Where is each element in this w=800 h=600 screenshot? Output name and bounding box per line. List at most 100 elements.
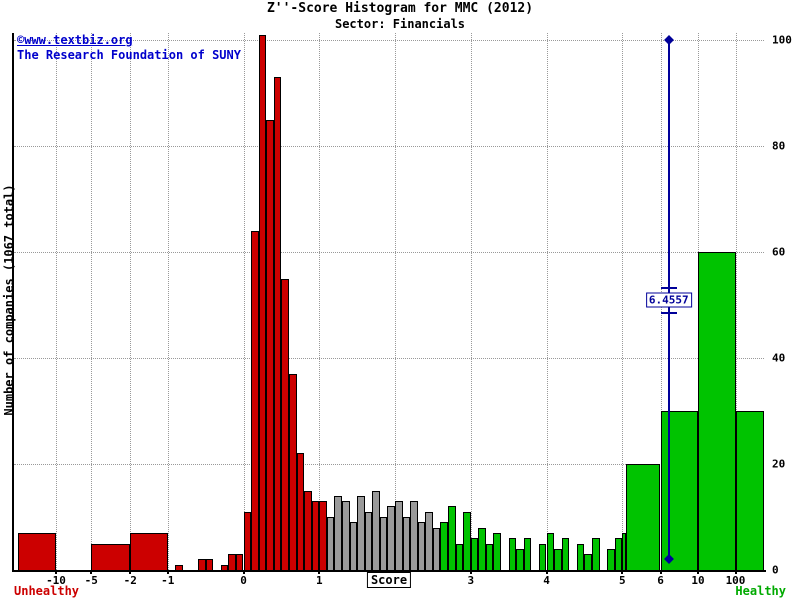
y-axis-tick-label: 80 xyxy=(772,139,786,153)
histogram-bar xyxy=(735,411,764,570)
histogram-bar xyxy=(614,538,623,570)
h-gridline xyxy=(14,358,764,359)
histogram-bar xyxy=(410,501,418,570)
histogram-bar xyxy=(319,501,327,570)
histogram-bar xyxy=(220,564,229,570)
threshold-marker-top-diamond xyxy=(663,35,674,45)
x-axis-tick-label: 3 xyxy=(467,574,475,587)
histogram-bar xyxy=(538,543,547,570)
histogram-bar xyxy=(334,495,342,570)
x-axis-tick-mark xyxy=(166,570,169,574)
plot-area: ©www.textbiz.org The Research Foundation… xyxy=(12,33,792,588)
histogram-bar xyxy=(357,495,365,570)
y-axis-tick-label: 60 xyxy=(772,245,786,259)
x-axis-tick-label: -2 xyxy=(123,574,137,587)
histogram-bar xyxy=(258,34,267,570)
histogram-bar xyxy=(463,511,471,570)
x-axis-tick-label: 4 xyxy=(543,574,550,587)
histogram-bar xyxy=(508,538,517,570)
histogram-bar xyxy=(251,230,259,570)
v-gridline xyxy=(546,33,548,570)
x-axis-tick-mark xyxy=(242,570,245,574)
x-axis-tick-mark xyxy=(469,570,472,574)
histogram-bar xyxy=(576,543,585,570)
histogram-bar xyxy=(205,559,214,570)
x-axis-tick-label: 100 xyxy=(725,574,746,587)
threshold-value-label: 6.4557 xyxy=(645,292,692,308)
watermark: ©www.textbiz.org The Research Foundation… xyxy=(17,33,241,63)
x-axis-tick-label: 1 xyxy=(315,574,323,587)
histogram-bar xyxy=(523,538,532,570)
x-axis-tick-label: 0 xyxy=(240,574,247,587)
v-gridline xyxy=(319,33,321,570)
histogram-bar xyxy=(485,543,494,570)
healthy-label: Healthy xyxy=(735,584,786,598)
v-gridline xyxy=(91,33,93,570)
h-gridline xyxy=(14,40,764,41)
histogram-bar xyxy=(281,278,289,570)
histogram-bar xyxy=(591,538,600,570)
histogram-bar xyxy=(311,501,320,570)
y-axis-tick-label: 0 xyxy=(772,563,779,577)
histogram-bar xyxy=(626,464,661,570)
x-axis-line xyxy=(12,570,766,572)
x-axis-tick-mark xyxy=(90,570,93,574)
x-axis-tick-label: 5 xyxy=(618,574,626,587)
x-axis-tick-mark xyxy=(318,570,321,574)
histogram-bar xyxy=(379,517,388,570)
h-gridline xyxy=(14,252,764,253)
x-axis-tick-mark xyxy=(659,570,662,574)
v-gridline xyxy=(243,33,245,570)
histogram-bar xyxy=(478,527,486,570)
x-axis-tick-label: -5 xyxy=(84,574,98,587)
histogram-bar xyxy=(326,517,335,570)
v-gridline xyxy=(470,33,472,570)
v-gridline xyxy=(735,33,737,570)
histogram-bar xyxy=(417,522,426,570)
histogram-bar xyxy=(288,373,297,570)
histogram-bar xyxy=(554,548,562,570)
v-gridline xyxy=(395,33,396,570)
x-axis-tick-mark xyxy=(697,570,699,574)
x-axis-tick-mark xyxy=(734,570,737,574)
histogram-bar xyxy=(175,564,183,570)
threshold-marker-cap xyxy=(660,286,677,289)
v-gridline xyxy=(622,33,624,570)
histogram-bar xyxy=(561,538,570,570)
histogram-bar xyxy=(440,522,448,570)
v-gridline xyxy=(130,33,132,570)
y-axis-tick-label: 40 xyxy=(772,351,786,365)
histogram-bar xyxy=(17,532,56,570)
watermark-url: ©www.textbiz.org xyxy=(17,33,133,47)
histogram-bar xyxy=(584,554,592,570)
h-gridline xyxy=(14,146,764,147)
v-gridline xyxy=(56,33,57,570)
histogram-bar xyxy=(349,522,358,570)
histogram-bar xyxy=(198,559,206,570)
histogram-bar xyxy=(304,490,312,570)
histogram-bar xyxy=(455,543,464,570)
y-axis-tick-label: 20 xyxy=(772,457,786,471)
histogram-bar xyxy=(622,532,627,570)
chart-subtitle: Sector: Financials xyxy=(334,17,466,31)
histogram-bar xyxy=(448,506,456,570)
histogram-bar xyxy=(432,527,441,570)
threshold-marker-cap xyxy=(660,311,677,314)
histogram-bar xyxy=(402,517,411,570)
y-axis-tick-label: 100 xyxy=(772,33,792,47)
watermark-foundation: The Research Foundation of SUNY xyxy=(17,48,241,62)
histogram-bar xyxy=(698,252,736,570)
histogram-bar xyxy=(425,511,433,570)
histogram-bar xyxy=(546,532,555,570)
x-axis-tick-label: -10 xyxy=(46,574,66,587)
x-axis-tick-label: 10 xyxy=(691,574,705,587)
histogram-bar xyxy=(296,453,305,570)
x-axis-title-box: Score xyxy=(366,572,412,588)
x-axis-tick-mark xyxy=(621,570,624,574)
histogram-bar xyxy=(228,554,236,570)
chart-title: Z''-Score Histogram for MMC (2012) xyxy=(266,1,534,16)
histogram-bar xyxy=(470,538,479,570)
histogram-bar xyxy=(266,119,274,570)
histogram-bar xyxy=(516,548,524,570)
